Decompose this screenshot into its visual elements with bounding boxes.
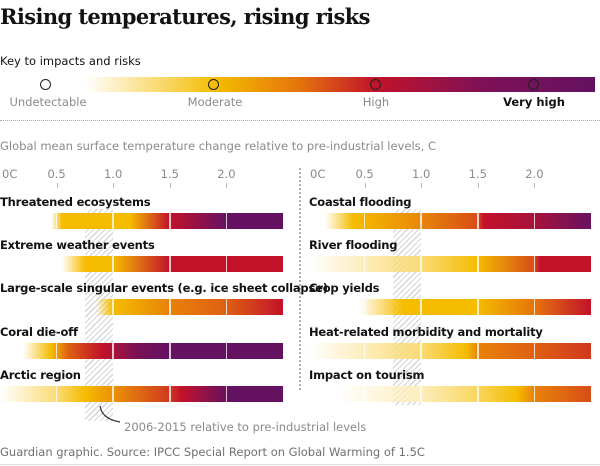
risk-bar (50, 213, 283, 229)
bar-segment-divider (533, 299, 536, 316)
x-tick-mark (477, 183, 479, 188)
x-tick-mark (364, 183, 366, 188)
x-tick-mark (56, 183, 58, 188)
bar-segment-divider (225, 299, 228, 316)
axis-subtitle: Global mean surface temperature change r… (0, 139, 436, 153)
bar-segment-divider (420, 256, 422, 273)
divider-vertical (299, 168, 301, 390)
bar-segment-divider (477, 256, 479, 273)
bar-segment-divider (112, 385, 114, 402)
bar-segment-divider (55, 342, 58, 359)
row-label: Arctic region (0, 367, 81, 382)
risk-bar (96, 299, 283, 316)
x-tick-label: 0.5 (355, 167, 374, 181)
x-tick-label: 0C (310, 167, 326, 181)
legend-label-very-high: Very high (503, 95, 565, 109)
bar-segment-divider (363, 299, 366, 316)
bar-segment-divider (533, 385, 536, 402)
bar-segment-divider (112, 213, 114, 229)
x-tick-label: 1.5 (160, 167, 179, 181)
x-tick-mark (534, 183, 536, 188)
row-label: Impact on tourism (309, 367, 425, 382)
bar-segment-divider (55, 213, 58, 229)
row-label: Large-scale singular events (e.g. ice sh… (0, 281, 328, 296)
bar-segment-divider (112, 256, 114, 273)
legend-gradient-bar (85, 77, 595, 92)
legend-label-undetectable: Undetectable (9, 95, 87, 109)
legend-marker-very-high (528, 79, 539, 90)
row-label: River flooding (309, 238, 398, 253)
risk-bar (358, 299, 591, 316)
bar-segment-divider (420, 385, 422, 402)
bar-segment-divider (533, 342, 536, 359)
bar-segment-divider (420, 213, 422, 229)
bar-segment-divider (112, 299, 114, 316)
bar-segment-divider (169, 213, 171, 229)
x-tick-label: 1.5 (468, 167, 487, 181)
bar-segment-divider (477, 299, 479, 316)
bar-segment-divider (363, 385, 366, 402)
x-tick-label: 0C (2, 167, 18, 181)
x-tick-mark (169, 183, 171, 188)
source-footer: Guardian graphic. Source: IPCC Special R… (0, 445, 425, 459)
bar-segment-divider (533, 213, 536, 229)
bottom-rule (0, 464, 600, 465)
legend-marker-undetectable (40, 79, 51, 90)
reference-band-annotation: 2006-2015 relative to pre-industrial lev… (124, 420, 367, 434)
x-tick-label: 1.0 (104, 167, 123, 181)
legend-label-high: High (362, 95, 390, 109)
bar-segment-divider (169, 256, 171, 273)
row-label: Heat-related morbidity and mortality (309, 324, 543, 339)
bar-segment-divider (169, 299, 171, 316)
bar-segment-divider (169, 342, 171, 359)
bar-segment-divider (477, 385, 479, 402)
risk-bar (336, 385, 591, 402)
legend-label-moderate: Moderate (187, 95, 243, 109)
row-label: Crop yields (309, 281, 380, 296)
legend-marker-moderate (208, 79, 219, 90)
bar-segment-divider (225, 385, 228, 402)
bar-segment-divider (363, 342, 366, 359)
risk-bar (0, 385, 283, 402)
bar-segment-divider (225, 256, 228, 273)
legend-marker-high (370, 79, 381, 90)
risk-bar (324, 213, 591, 229)
legend-title: Key to impacts and risks (0, 54, 141, 68)
bar-segment-divider (363, 213, 366, 229)
bar-segment-divider (477, 342, 479, 359)
bar-segment-divider (363, 256, 366, 273)
divider-horizontal (0, 120, 600, 121)
x-tick-label: 2.0 (525, 167, 544, 181)
risk-bar (308, 256, 591, 273)
x-tick-label: 1.0 (412, 167, 431, 181)
bar-segment-divider (225, 213, 228, 229)
bar-segment-divider (225, 342, 228, 359)
bar-segment-divider (477, 213, 479, 229)
x-tick-label: 0.5 (47, 167, 66, 181)
row-label: Extreme weather events (0, 238, 155, 253)
x-tick-mark (421, 183, 423, 188)
chart-title: Rising temperatures, rising risks (0, 4, 370, 29)
row-label: Coral die-off (0, 324, 78, 339)
row-label: Threatened ecosystems (0, 195, 151, 209)
bar-segment-divider (420, 299, 422, 316)
bar-segment-divider (420, 342, 422, 359)
x-tick-mark (113, 183, 115, 188)
bar-segment-divider (112, 342, 114, 359)
bar-segment-divider (533, 256, 536, 273)
risk-bar (62, 256, 283, 273)
x-tick-label: 2.0 (217, 167, 236, 181)
row-label: Coastal flooding (309, 195, 412, 209)
risk-bar (308, 342, 591, 359)
bar-segment-divider (55, 385, 58, 402)
risk-bar (22, 342, 283, 359)
bar-segment-divider (169, 385, 171, 402)
annotation-leader-line (99, 405, 121, 423)
x-tick-mark (226, 183, 228, 188)
